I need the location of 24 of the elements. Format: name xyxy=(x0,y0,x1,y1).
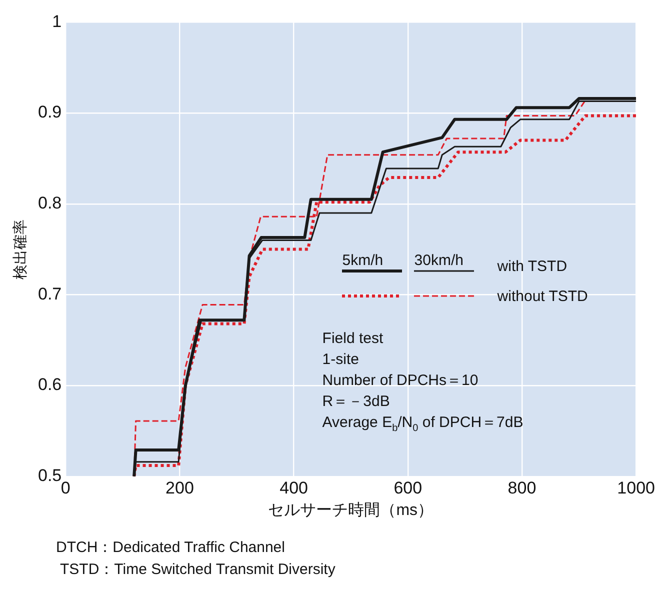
y-tick-label: 0.7 xyxy=(38,284,62,304)
x-tick-label: 200 xyxy=(166,478,194,498)
y-tick-label: 1 xyxy=(52,12,62,31)
y-tick-label: 0.9 xyxy=(38,102,62,122)
y-tick-label: 0.6 xyxy=(38,375,62,394)
annotation: 5km/h xyxy=(342,252,384,270)
annotation: Field test xyxy=(322,330,384,348)
annotation: 1-site xyxy=(322,351,359,368)
x-tick-label: 0 xyxy=(60,478,70,498)
x-tick-label: 800 xyxy=(508,478,536,498)
y-axis-title: 検出確率 xyxy=(12,219,30,280)
x-tick-label: 400 xyxy=(280,478,308,498)
x-tick-label: 1000 xyxy=(617,478,656,498)
annotation: with TSTD xyxy=(496,258,568,276)
x-tick-label: 600 xyxy=(394,478,422,498)
annotation: 30km/h xyxy=(414,252,464,270)
y-tick-label: 0.5 xyxy=(38,466,62,486)
text: TSTD：Time Switched Transmit Diversity xyxy=(60,561,336,578)
y-tick-label: 0.8 xyxy=(38,194,62,213)
annotation: Number of DPCHs＝10 xyxy=(322,372,478,390)
x-axis-title: セルサーチ時間（ms） xyxy=(268,500,434,519)
text: DTCH：Dedicated Traffic Channel xyxy=(56,539,285,556)
annotation: without TSTD xyxy=(496,288,588,306)
annotation: R＝－3dB xyxy=(322,393,390,410)
